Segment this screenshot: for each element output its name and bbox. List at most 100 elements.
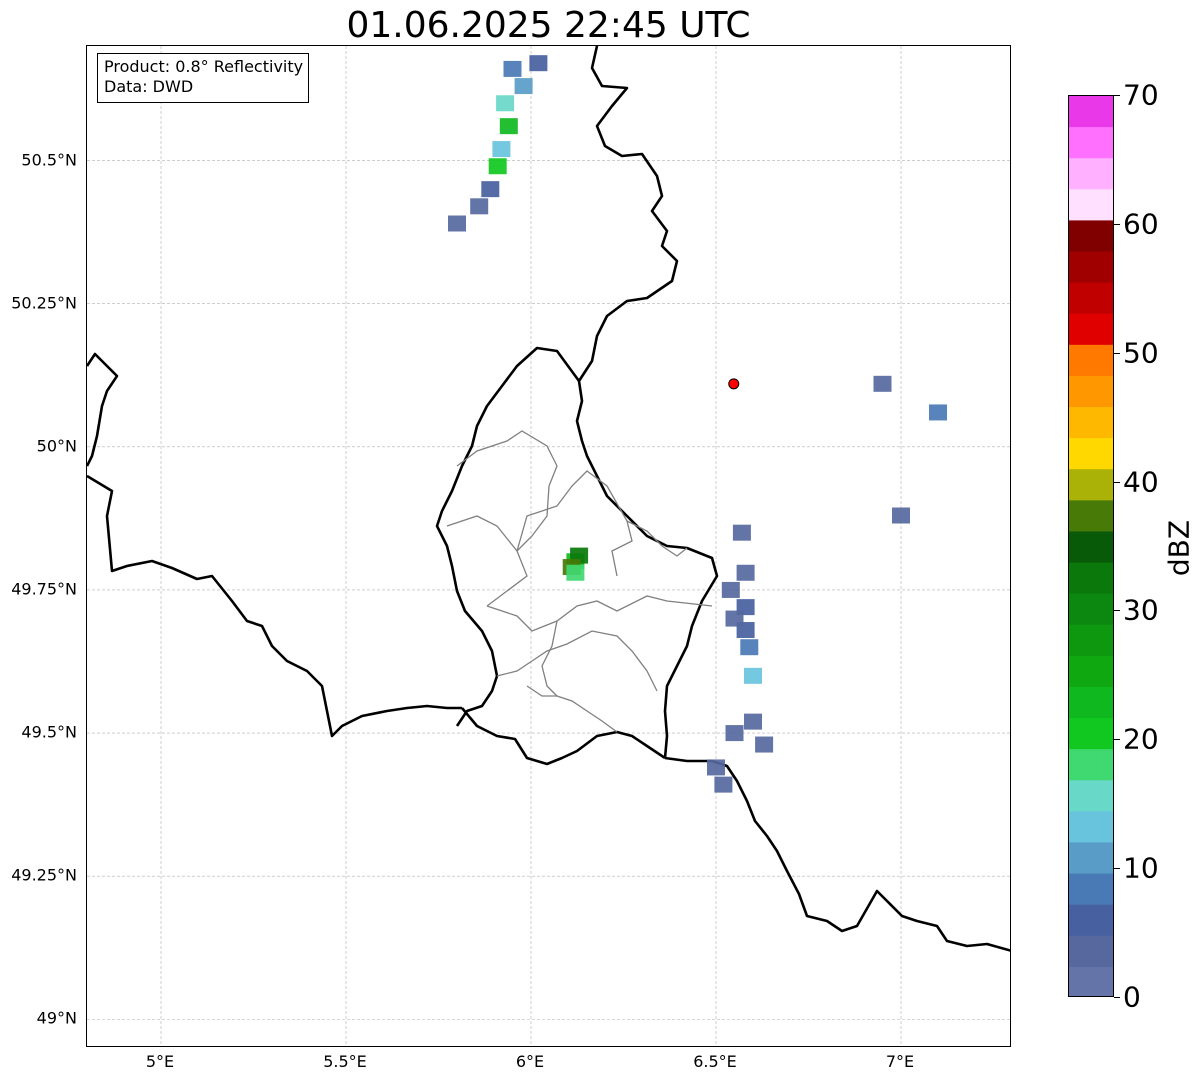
colorbar-tick [1114, 868, 1120, 870]
lat-tick-label: 49.25°N [11, 865, 77, 885]
lat-tick-label: 49.5°N [21, 722, 77, 742]
colorbar-tick [1114, 610, 1120, 612]
colorbar-segment [1069, 873, 1113, 906]
colorbar-segment [1069, 220, 1113, 253]
lon-tick-label: 6.5°E [693, 1052, 737, 1071]
colorbar-segment [1069, 158, 1113, 190]
colorbar-segment [1069, 251, 1113, 284]
radar-echo-cell [496, 95, 515, 112]
radar-echo-cell [492, 141, 511, 158]
province-border [446, 515, 528, 607]
radar-echo-cell [744, 667, 762, 684]
colorbar-segment [1069, 500, 1113, 532]
radar-echo-cell [481, 181, 500, 198]
country-border-belgium-east [435, 346, 581, 727]
colorbar-tick-label: 60 [1123, 207, 1159, 241]
colorbar-segment [1069, 718, 1113, 750]
colorbar-segment [1069, 469, 1113, 501]
colorbar-tick-label: 70 [1123, 78, 1159, 112]
lat-tick-label: 50°N [36, 436, 77, 456]
province-border [516, 470, 633, 577]
country-border-france-north [87, 474, 462, 738]
lat-tick-label: 49°N [36, 1008, 77, 1028]
lon-tick-label: 5.5°E [323, 1052, 367, 1071]
colorbar-segment [1069, 686, 1113, 719]
province-border [626, 520, 688, 557]
lon-tick-label: 5°E [145, 1052, 175, 1071]
radar-echo-cell [755, 736, 774, 753]
colorbar-segment [1069, 780, 1113, 812]
colorbar-tick [1114, 481, 1120, 483]
colorbar-tick-label: 50 [1123, 336, 1159, 370]
product-label: Product: 0.8° Reflectivity [104, 57, 304, 76]
lat-tick-label: 50.5°N [21, 150, 77, 169]
colorbar-segment [1069, 127, 1113, 159]
radar-echo-cell [514, 78, 533, 95]
radar-echo-cell [732, 524, 751, 541]
country-border-belgium-west [87, 352, 119, 467]
colorbar-segment [1069, 966, 1113, 996]
colorbar-tick [1114, 352, 1120, 354]
radar-echo-cell [873, 375, 892, 392]
province-border [526, 685, 557, 697]
colorbar-segment [1069, 313, 1113, 346]
colorbar-segment [1069, 749, 1113, 781]
colorbar-segment [1069, 655, 1113, 688]
colorbar-segment [1069, 344, 1113, 377]
radar-echo-cell [503, 60, 522, 77]
colorbar-segment [1069, 407, 1113, 439]
colorbar-segment [1069, 375, 1113, 408]
province-border [486, 595, 713, 632]
radar-echo-cell [707, 759, 725, 776]
radar-echo-cell [566, 564, 585, 581]
colorbar-tick-label: 10 [1123, 851, 1159, 885]
radar-map[interactable] [86, 45, 1011, 1047]
colorbar-segment [1069, 438, 1113, 470]
colorbar-tick [1114, 997, 1120, 998]
radar-echo-cell [725, 725, 744, 742]
map-canvas [87, 46, 1010, 1046]
colorbar [1068, 95, 1114, 997]
lon-tick-label: 6°E [515, 1052, 545, 1071]
radar-echo-cell [721, 581, 740, 598]
colorbar-tick-label: 30 [1123, 593, 1159, 627]
radar-echo-cell [529, 55, 548, 72]
radar-echo-cell [740, 639, 759, 656]
colorbar-segment [1069, 531, 1113, 564]
colorbar-segment [1069, 562, 1113, 595]
colorbar-segment [1069, 282, 1113, 315]
radar-echo-cell [714, 776, 733, 793]
colorbar-tick-label: 20 [1123, 722, 1159, 756]
province-border [456, 430, 558, 552]
radar-echo-cell [488, 158, 507, 175]
colorbar-tick [1114, 739, 1120, 741]
lon-tick-label: 7°E [885, 1052, 915, 1071]
colorbar-tick [1114, 223, 1120, 225]
lat-tick-label: 50.25°N [11, 293, 77, 313]
radar-echo-cell [929, 404, 947, 421]
lat-tick-label: 49.75°N [11, 579, 77, 599]
country-border-luxembourg-south [461, 707, 666, 766]
data-source-label: Data: DWD [104, 77, 194, 96]
colorbar-tick [1114, 95, 1120, 96]
radar-echo-cell [736, 564, 755, 581]
colorbar-segment [1069, 935, 1113, 968]
colorbar-tick-label: 40 [1123, 465, 1159, 499]
radar-echo-cell [725, 610, 744, 627]
colorbar-segment [1069, 593, 1113, 626]
colorbar-segment [1069, 189, 1113, 221]
country-border-germany-west [575, 46, 719, 759]
country-border-france-germany [664, 756, 1010, 952]
radar-echo-cell [470, 198, 489, 215]
map-title: 01.06.2025 22:45 UTC [346, 5, 751, 46]
radar-echo-cell [744, 713, 762, 730]
radar-echo-cell [448, 215, 466, 232]
colorbar-gradient [1069, 96, 1113, 996]
colorbar-segment [1069, 96, 1113, 128]
colorbar-tick-label: 0 [1123, 980, 1141, 1014]
info-box: Product: 0.8° Reflectivity Data: DWD [97, 53, 310, 103]
province-border [496, 630, 658, 692]
colorbar-segment [1069, 904, 1113, 937]
colorbar-unit-label: dBZ [1162, 519, 1196, 577]
radar-echo-cell [499, 118, 518, 135]
